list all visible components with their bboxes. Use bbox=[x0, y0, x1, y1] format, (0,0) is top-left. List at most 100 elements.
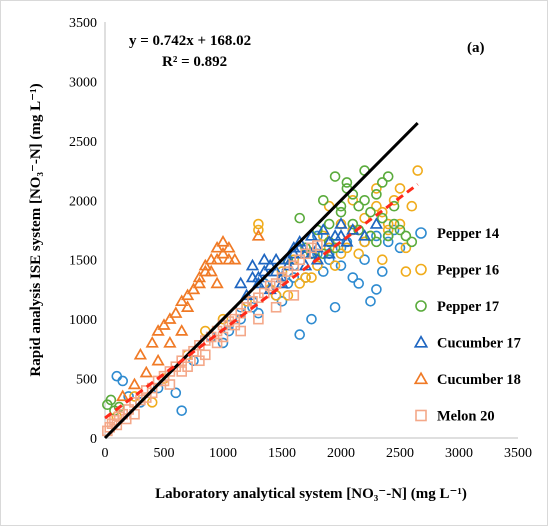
y-axis-title: Rapid analysis ISE system [NO₃⁻-N] (mg L… bbox=[28, 83, 44, 376]
cucumber-17-point bbox=[357, 229, 372, 241]
cucumber-17-point bbox=[369, 217, 384, 229]
axes bbox=[104, 22, 518, 439]
pepper-14-point bbox=[117, 375, 128, 387]
pepper-14-point bbox=[247, 301, 258, 313]
x-tick-label: 3500 bbox=[504, 446, 532, 461]
cucumber-18-point bbox=[163, 336, 177, 348]
y-tick-labels: 0 500 1000 1500 2000 2500 3000 3500 bbox=[69, 16, 97, 447]
pepper-16-point bbox=[382, 218, 394, 230]
pepper-16-point bbox=[400, 266, 412, 277]
legend-label-melon-20: Melon 20 bbox=[437, 409, 495, 425]
pepper-17-point bbox=[376, 212, 388, 224]
pepper-14-point bbox=[276, 296, 288, 307]
pepper-17-point bbox=[329, 171, 341, 182]
pepper-16-point bbox=[294, 278, 306, 289]
pepper-16-point bbox=[394, 183, 406, 194]
pepper-16-point bbox=[371, 200, 382, 212]
cucumber-17-point bbox=[287, 246, 301, 259]
cucumber-18-point bbox=[127, 377, 142, 390]
pepper-17-point bbox=[371, 189, 382, 200]
pepper-16-point bbox=[253, 224, 264, 236]
pepper-14-point bbox=[170, 387, 182, 399]
pepper-16-point bbox=[282, 290, 294, 301]
cucumber-17-point bbox=[245, 270, 260, 283]
pepper-17-point bbox=[323, 218, 335, 230]
legend-marker-pepper-14 bbox=[415, 227, 427, 239]
x-axis-title: Laboratory analytical system [NO₃⁻-N] (m… bbox=[155, 486, 467, 502]
pepper-16-point bbox=[335, 248, 347, 260]
pepper-14-point bbox=[394, 242, 406, 254]
melon-20-point bbox=[176, 355, 187, 367]
melon-20-point bbox=[294, 254, 306, 266]
cucumber-18-point bbox=[151, 353, 165, 366]
cucumber-18-point bbox=[192, 276, 207, 289]
pepper-16-point bbox=[406, 200, 418, 212]
pepper-17-point bbox=[347, 218, 359, 230]
legend-label-pepper-14: Pepper 14 bbox=[437, 226, 499, 242]
pepper-16-point bbox=[359, 212, 370, 224]
cucumber-18-point bbox=[145, 336, 159, 348]
pepper-16-point bbox=[317, 230, 329, 242]
melon-20-point bbox=[113, 411, 125, 422]
pepper-16-point bbox=[217, 313, 229, 325]
melon-20-point bbox=[300, 248, 311, 260]
y-tick-label: 2000 bbox=[69, 194, 97, 209]
pepper-16-point bbox=[306, 272, 317, 283]
pepper-14-point bbox=[323, 254, 335, 266]
pepper-16-point bbox=[376, 206, 388, 218]
melon-20-point bbox=[270, 278, 282, 289]
melon-20-point bbox=[141, 392, 152, 403]
pepper-16-point bbox=[341, 242, 353, 254]
cucumber-18-point bbox=[163, 312, 177, 324]
cucumber-17-point bbox=[310, 240, 325, 253]
pepper-14-point bbox=[306, 313, 317, 325]
cucumber-17-point bbox=[281, 252, 295, 265]
pepper-14-point bbox=[371, 230, 382, 242]
cucumber-18-point bbox=[169, 306, 183, 318]
cucumber-18-point bbox=[251, 229, 266, 241]
cucumber-18-point bbox=[139, 365, 153, 378]
melon-20-point bbox=[306, 242, 317, 254]
melon-20-point bbox=[276, 272, 288, 283]
pepper-14-point bbox=[376, 266, 388, 277]
cucumber-18-point bbox=[198, 258, 212, 271]
cucumber-17-point bbox=[257, 252, 271, 265]
cucumber-18-point bbox=[175, 324, 189, 336]
pepper-14-point bbox=[382, 236, 394, 248]
pepper-14-point bbox=[329, 301, 341, 313]
x-tick-label: 1500 bbox=[268, 446, 296, 461]
pepper-14-point bbox=[317, 266, 329, 277]
x-tick-label: 2000 bbox=[327, 446, 355, 461]
pepper-17-point bbox=[406, 236, 418, 248]
pepper-17-point bbox=[365, 206, 376, 218]
cucumber-18-point bbox=[151, 324, 165, 336]
pepper-17-point bbox=[388, 218, 400, 230]
x-tick-label: 500 bbox=[154, 446, 175, 461]
cucumber-17-point bbox=[293, 240, 307, 253]
pepper-16-point bbox=[353, 248, 365, 260]
cucumber-17-point bbox=[334, 229, 348, 241]
y-tick-label: 3500 bbox=[69, 16, 97, 31]
cucumber-17-point bbox=[269, 264, 283, 277]
pepper-17-point bbox=[341, 177, 353, 188]
x-tick-label: 3000 bbox=[445, 446, 473, 461]
cucumber-17-point bbox=[281, 258, 295, 271]
cucumber-18-point bbox=[180, 300, 195, 312]
pepper-14-point bbox=[288, 272, 300, 283]
cucumber-18-point bbox=[186, 282, 201, 295]
melon-20-point bbox=[270, 301, 282, 313]
cucumber-17-point bbox=[245, 258, 260, 271]
pepper-14-point bbox=[371, 284, 382, 295]
cucumber-18-point bbox=[216, 234, 230, 247]
r-squared-label: R² = 0.892 bbox=[162, 54, 227, 70]
pepper-16-point bbox=[329, 260, 341, 271]
y-tick-label: 1000 bbox=[69, 313, 97, 328]
pepper-14-point bbox=[294, 329, 306, 340]
melon-20-point bbox=[217, 331, 229, 343]
melon-20-point bbox=[194, 355, 205, 367]
pepper-17-point bbox=[400, 230, 412, 242]
pepper-16-point bbox=[347, 194, 359, 206]
pepper-14-point bbox=[353, 278, 365, 289]
cucumber-17-point bbox=[316, 223, 330, 235]
cucumber-17-point bbox=[234, 276, 248, 289]
